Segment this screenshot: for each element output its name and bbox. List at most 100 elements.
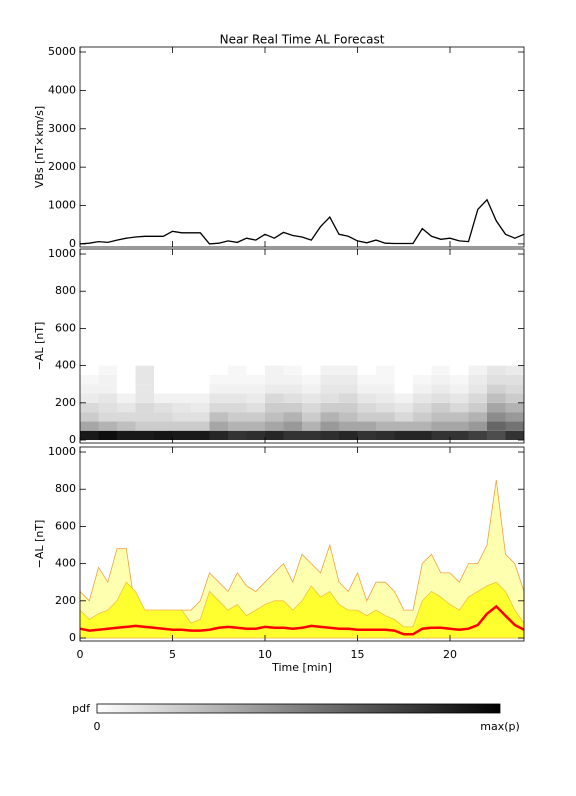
heatmap-cell: [339, 374, 358, 385]
colorbar-min: 0: [94, 720, 101, 733]
heatmap-cell: [468, 402, 487, 413]
heatmap-cell: [357, 384, 376, 394]
heatmap-cell: [394, 384, 413, 394]
heatmap-cell: [431, 402, 450, 413]
heatmap-cell: [135, 402, 154, 413]
heatmap-cell: [283, 402, 302, 413]
heatmap-cell: [80, 374, 99, 385]
heatmap-cell: [265, 421, 284, 431]
heatmap-cell: [376, 402, 395, 413]
heatmap-cell: [376, 365, 395, 375]
heatmap-cell: [339, 393, 358, 403]
heatmap-cell: [283, 365, 302, 375]
heatmap-cell: [98, 430, 117, 441]
heatmap-cell: [302, 402, 321, 413]
heatmap-cell: [80, 421, 99, 431]
median-line: [79, 604, 525, 636]
heatmap-cell: [283, 412, 302, 422]
heatmap-cell: [135, 421, 154, 431]
heatmap-cell: [172, 393, 191, 403]
heatmap-cell: [468, 393, 487, 403]
heatmap-cell: [154, 421, 173, 431]
x-tick-label: 10: [258, 648, 272, 661]
heatmap-cell: [302, 374, 321, 385]
y-tick-label: 200: [55, 594, 76, 607]
heatmap-cell: [209, 402, 228, 413]
heatmap-cell: [265, 402, 284, 413]
heatmap-cell: [357, 393, 376, 403]
heatmap-cell: [339, 402, 358, 413]
heatmap-cell: [357, 374, 376, 385]
heatmap-cell: [394, 365, 413, 375]
heatmap-cell: [246, 384, 265, 394]
heatmap-cell: [228, 412, 247, 422]
heatmap-cell: [265, 412, 284, 422]
heatmap-cell: [376, 430, 395, 441]
heatmap-cell: [98, 421, 117, 431]
y-tick-label: 5000: [48, 45, 76, 58]
y-tick-label: 3000: [48, 122, 76, 135]
heatmap-cell: [265, 393, 284, 403]
heatmap-cell: [376, 393, 395, 403]
heatmap-cell: [246, 421, 265, 431]
heatmap-cell: [228, 393, 247, 403]
heatmap-cell: [468, 430, 487, 441]
heatmap-cell: [154, 430, 173, 441]
heatmap-cell: [357, 365, 376, 375]
heatmap-cell: [209, 365, 228, 375]
heatmap-cell: [487, 412, 506, 422]
heatmap-cell: [172, 374, 191, 385]
heatmap-cell: [135, 430, 154, 441]
heatmap-cell: [339, 365, 358, 375]
x-tick-label: 20: [443, 648, 457, 661]
y-tick-label: 1000: [48, 445, 76, 458]
heatmap-cell: [172, 365, 191, 375]
x-tick-label: 0: [77, 648, 84, 661]
heatmap-cell: [117, 365, 136, 375]
heatmap-cell: [302, 384, 321, 394]
area-band: [79, 581, 525, 639]
heatmap-cell: [487, 421, 506, 431]
heatmap-cell: [191, 402, 210, 413]
heatmap-cell: [468, 374, 487, 385]
plot-frame: [79, 248, 525, 444]
heatmap-cell: [450, 365, 469, 375]
heatmap-cell: [320, 384, 339, 394]
y-tick-label: 0: [69, 237, 76, 250]
heatmap-cell: [487, 374, 506, 385]
heatmap-cell: [468, 365, 487, 375]
heatmap-cell: [191, 421, 210, 431]
heatmap-cell: [154, 365, 173, 375]
heatmap-cell: [283, 430, 302, 441]
x-tick-label: 15: [351, 648, 365, 661]
heatmap-cell: [98, 374, 117, 385]
heatmap-cell: [450, 374, 469, 385]
heatmap-cell: [431, 374, 450, 385]
heatmap-cell: [357, 421, 376, 431]
heatmap-cell: [246, 365, 265, 375]
heatmap-cell: [413, 402, 432, 413]
heatmap-cell: [246, 412, 265, 422]
heatmap-cell: [98, 365, 117, 375]
heatmap-cell: [228, 384, 247, 394]
y-axis-label: −AL [nT]: [33, 322, 46, 371]
heatmap-cell: [450, 412, 469, 422]
heatmap-cell: [450, 402, 469, 413]
heatmap-cell: [450, 384, 469, 394]
heatmap-cell: [172, 430, 191, 441]
heatmap-cell: [154, 393, 173, 403]
heatmap-cell: [376, 421, 395, 431]
heatmap-cell: [283, 421, 302, 431]
heatmap-cell: [320, 402, 339, 413]
y-axis-label: −AL [nT]: [33, 520, 46, 569]
heatmap-cell: [302, 421, 321, 431]
heatmap-cell: [246, 402, 265, 413]
heatmap-cell: [505, 402, 524, 413]
heatmap-cell: [172, 421, 191, 431]
heatmap-cell: [98, 412, 117, 422]
heatmap-cell: [505, 384, 524, 394]
heatmap-cell: [339, 412, 358, 422]
heatmap-cell: [228, 365, 247, 375]
heatmap-cell: [154, 412, 173, 422]
